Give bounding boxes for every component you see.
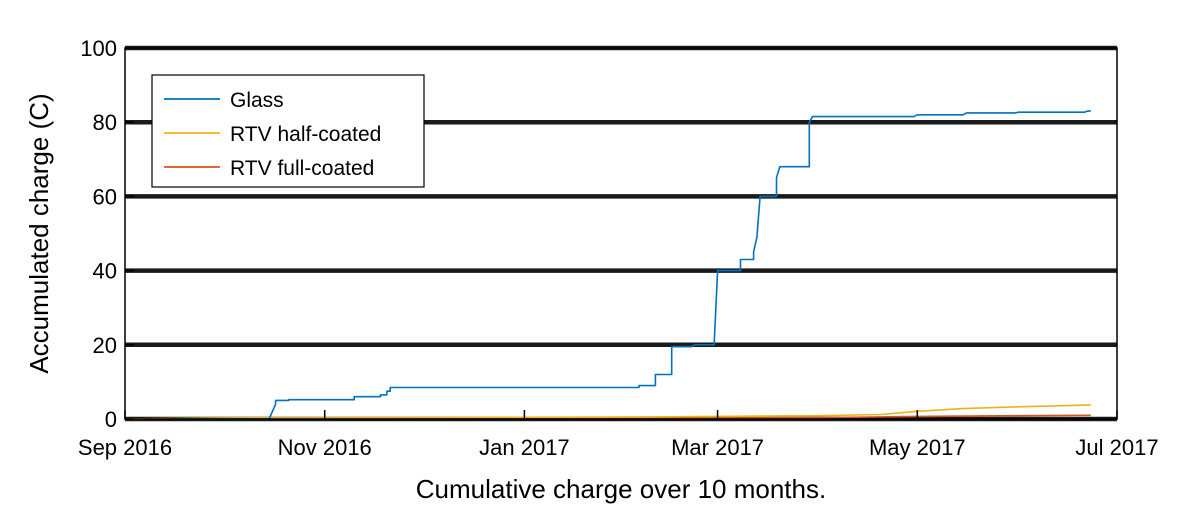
legend-label: RTV full-coated	[230, 157, 374, 180]
x-tick-label: Jan 2017	[479, 435, 570, 460]
y-tick-label: 80	[93, 110, 117, 135]
y-axis: 0 20 40 60 80 100	[80, 36, 134, 432]
x-tick-label: Nov 2016	[278, 435, 372, 460]
series-line-2	[124, 404, 1091, 420]
x-tick-label: Sep 2016	[78, 435, 172, 460]
y-tick-label: 20	[93, 333, 117, 358]
axes-box	[124, 47, 1118, 420]
x-axis: Sep 2016 Nov 2016 Jan 2017 Mar 2017 May 2017…	[78, 410, 1159, 460]
y-tick-label: 0	[105, 407, 117, 432]
x-axis-label: Cumulative charge over 10 months.	[416, 474, 826, 504]
x-tick-label: Jul 2017	[1075, 435, 1158, 460]
series-line-1	[170, 110, 1091, 420]
x-tick-label: May 2017	[869, 435, 966, 460]
x-tick-label: Mar 2017	[671, 435, 764, 460]
legend-label: RTV half-coated	[230, 123, 381, 146]
y-tick-label: 40	[93, 259, 117, 284]
y-tick-label: 100	[80, 36, 117, 61]
legend-label: Glass	[230, 89, 284, 112]
legend-box	[151, 74, 425, 188]
y-axis-label: Accumulated charge (C)	[24, 93, 54, 373]
legend: Glass RTV half-coated RTV full-coated	[151, 74, 425, 188]
y-tick-label: 60	[93, 184, 117, 209]
